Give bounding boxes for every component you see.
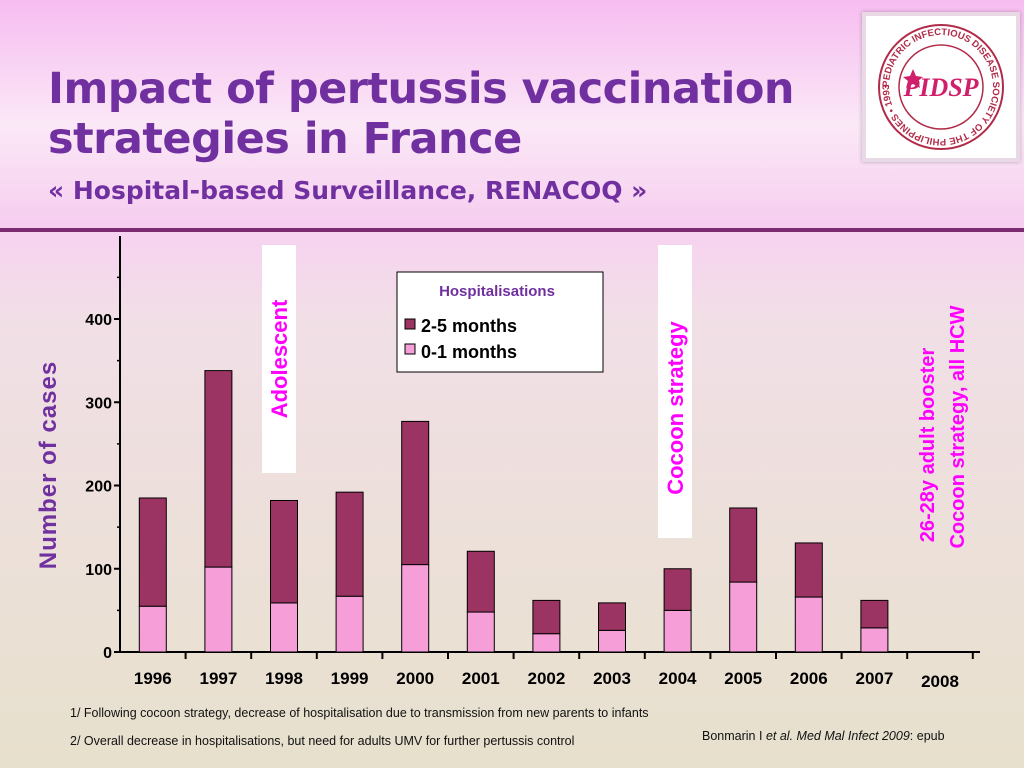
- legend-swatch-0-1-months: [404, 343, 416, 355]
- bar-0-1-months-1997: [204, 566, 233, 653]
- x-tick-label-2007: 2007: [855, 669, 893, 688]
- legend-swatch-2-5-months: [404, 318, 416, 330]
- bar-2-5-months-1998: [270, 499, 298, 604]
- page-title: Impact of pertussis vaccination strategi…: [48, 64, 795, 164]
- bar-2-5-months-2002: [532, 599, 561, 635]
- y-tick-label: 400: [85, 312, 112, 329]
- x-tick-label-2000: 2000: [396, 669, 434, 688]
- x-tick-label-2008: 2008: [921, 672, 959, 691]
- title-divider: [0, 228, 1024, 232]
- x-tick-label-2006: 2006: [790, 669, 828, 688]
- bar-0-1-months-1998: [270, 602, 298, 653]
- x-tick-label-2004: 2004: [659, 669, 697, 688]
- title-line-1: Impact of pertussis vaccination: [48, 64, 795, 114]
- bar-2-5-months-2001: [466, 550, 495, 613]
- citation: Bonmarin I et al. Med Mal Infect 2009: e…: [702, 729, 945, 743]
- bar-0-1-months-1999: [335, 595, 364, 653]
- citation-suffix: : epub: [909, 729, 945, 743]
- citation-authors: Bonmarin I: [702, 729, 763, 743]
- bar-2-5-months-1996: [138, 497, 167, 607]
- y-axis-label: Number of cases: [35, 361, 62, 569]
- y-tick-label: 100: [85, 562, 112, 579]
- annotation-adolescent: Adolescent: [267, 299, 292, 418]
- footnote-1: 1/ Following cocoon strategy, decrease o…: [70, 706, 649, 720]
- annotation-cocoon-strategy: Cocoon strategy: [663, 320, 688, 494]
- bar-0-1-months-1996: [138, 605, 167, 653]
- citation-etal: et al.: [765, 729, 794, 743]
- y-tick-label: 200: [85, 479, 112, 496]
- x-tick-label-1996: 1996: [134, 669, 172, 688]
- pidsp-logo: PEDIATRIC INFECTIOUS DISEASE SOCIETY OF …: [862, 12, 1020, 162]
- bar-2-5-months-2003: [598, 602, 626, 631]
- annotation-adult-booster: 26-28y adult booster: [917, 348, 939, 543]
- footnote-2: 2/ Overall decrease in hospitalisations,…: [70, 734, 575, 748]
- x-tick-label-2005: 2005: [724, 669, 762, 688]
- bar-2-5-months-2007: [860, 599, 889, 629]
- page-subtitle: « Hospital-based Surveillance, RENACOQ »: [48, 176, 648, 205]
- x-tick-label-1997: 1997: [199, 669, 237, 688]
- chart-svg: 0 100 200 300 400 Number of cases 1996 1997 1998…: [35, 236, 980, 691]
- bar-2-5-months-2005: [729, 507, 758, 583]
- annotation-adolescent-bg: [262, 245, 296, 473]
- bar-2-5-months-1997: [204, 370, 233, 568]
- annotation-cocoon-bg: [658, 245, 692, 538]
- x-tick-label-2002: 2002: [527, 669, 565, 688]
- bar-0-1-months-2005: [729, 581, 758, 653]
- x-tick-label-1998: 1998: [265, 669, 303, 688]
- legend-title: Hospitalisations: [439, 283, 555, 300]
- bar-0-1-months-2004: [663, 609, 692, 653]
- x-tick-label-2003: 2003: [593, 669, 631, 688]
- x-tick-label-1999: 1999: [331, 669, 369, 688]
- legend-box: [396, 271, 604, 373]
- legend-label-2-5-months: 2-5 months: [421, 316, 517, 336]
- bar-0-1-months-2000: [401, 564, 430, 653]
- bar-2-5-months-1999: [335, 491, 364, 597]
- bar-2-5-months-2006: [794, 542, 823, 598]
- bar-2-5-months-2000: [401, 420, 430, 566]
- title-line-2: strategies in France: [48, 114, 522, 164]
- bar-0-1-months-2001: [466, 611, 495, 653]
- x-tick-label-2001: 2001: [462, 669, 500, 688]
- bar-0-1-months-2006: [794, 596, 823, 653]
- y-tick-label: 300: [85, 395, 112, 412]
- hospitalisation-chart: 0 100 200 300 400 Number of cases 1996 1997 1998…: [0, 232, 1024, 707]
- pidsp-seal-icon: PEDIATRIC INFECTIOUS DISEASE SOCIETY OF …: [866, 16, 1004, 150]
- title-area: [0, 0, 1024, 228]
- annotation-cocoon-all-hcw: Cocoon strategy, all HCW: [947, 305, 969, 548]
- bar-0-1-months-2007: [860, 627, 889, 653]
- citation-journal: Med Mal Infect 2009: [796, 729, 910, 743]
- bar-2-5-months-2004: [663, 568, 692, 611]
- bar-0-1-months-2003: [598, 629, 626, 653]
- legend-label-0-1-months: 0-1 months: [421, 342, 517, 362]
- y-tick-label: 0: [103, 645, 112, 662]
- bar-0-1-months-2002: [532, 633, 561, 653]
